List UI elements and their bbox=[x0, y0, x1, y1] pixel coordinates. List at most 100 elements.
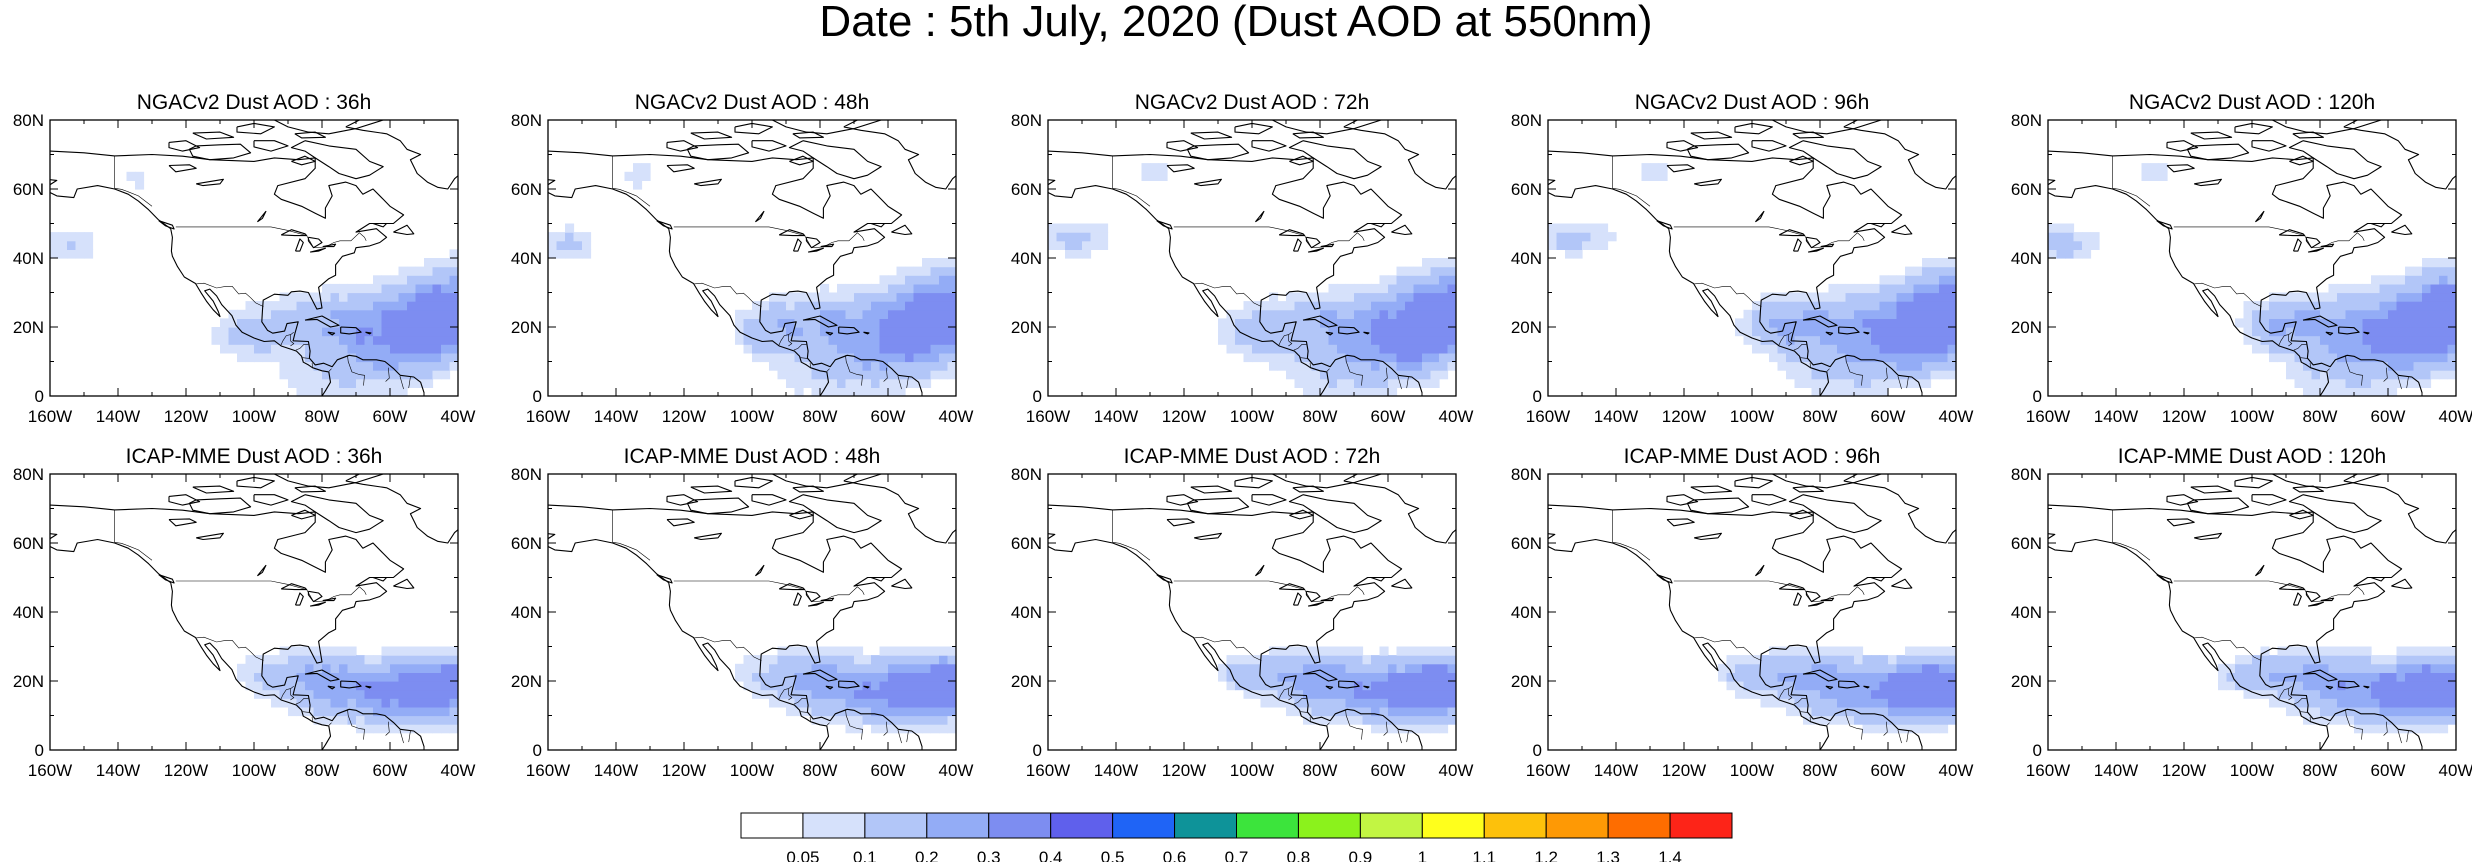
longitude-tick-label: 140W bbox=[1094, 407, 1138, 426]
colorbar-swatch bbox=[802, 812, 866, 839]
longitude-tick-label: 60W bbox=[871, 761, 906, 780]
latitude-tick-label: 40N bbox=[1011, 603, 1042, 622]
colorbar-label: 1.2 bbox=[1534, 848, 1558, 862]
longitude-tick-label: 140W bbox=[1094, 761, 1138, 780]
latitude-tick-label: 0 bbox=[2033, 387, 2042, 406]
colorbar-label: 0.5 bbox=[1101, 848, 1125, 862]
longitude-tick-label: 120W bbox=[662, 761, 706, 780]
colorbar-label: 0.4 bbox=[1039, 848, 1063, 862]
longitude-tick-label: 100W bbox=[232, 407, 276, 426]
longitude-tick-label: 80W bbox=[2303, 761, 2338, 780]
longitude-tick-label: 80W bbox=[1803, 407, 1838, 426]
latitude-tick-label: 20N bbox=[1511, 318, 1542, 337]
colorbar-label: 1.1 bbox=[1472, 848, 1496, 862]
longitude-tick-label: 140W bbox=[594, 761, 638, 780]
panel-title: NGACv2 Dust AOD : 48h bbox=[634, 91, 870, 114]
axis-ticks bbox=[1547, 473, 1957, 751]
longitude-tick-label: 160W bbox=[2026, 761, 2070, 780]
latitude-tick-label: 20N bbox=[511, 672, 542, 691]
panel-title: ICAP-MME Dust AOD : 36h bbox=[125, 445, 383, 468]
coastlines bbox=[1048, 474, 1456, 750]
latitude-tick-label: 80N bbox=[1011, 465, 1042, 484]
colorbar-swatch bbox=[1669, 812, 1733, 839]
longitude-tick-label: 40W bbox=[1939, 761, 1974, 780]
map-panel: 160W 140W 120W 100W 80W 60W 40W 0 20N 40N 60N 80N bbox=[1511, 465, 1974, 780]
longitude-tick-label: 100W bbox=[1730, 761, 1774, 780]
latitude-tick-label: 60N bbox=[511, 180, 542, 199]
panel-title: ICAP-MME Dust AOD : 120h bbox=[2117, 445, 2387, 468]
country-borders bbox=[612, 509, 909, 744]
latitude-tick-label: 60N bbox=[13, 180, 44, 199]
longitude-tick-label: 40W bbox=[1439, 407, 1474, 426]
longitude-tick-label: 80W bbox=[803, 407, 838, 426]
colorbar-swatch bbox=[926, 812, 990, 839]
coastlines bbox=[2048, 120, 2456, 396]
latitude-tick-label: 80N bbox=[13, 111, 44, 130]
coastlines bbox=[548, 474, 956, 750]
latitude-tick-label: 40N bbox=[13, 249, 44, 268]
longitude-tick-label: 60W bbox=[871, 407, 906, 426]
panel-title: ICAP-MME Dust AOD : 96h bbox=[1623, 445, 1881, 468]
colorbar-label: 0.1 bbox=[853, 848, 877, 862]
longitude-tick-label: 160W bbox=[28, 761, 72, 780]
longitude-tick-label: 100W bbox=[1230, 407, 1274, 426]
colorbar-swatch bbox=[864, 812, 928, 839]
axis-ticks bbox=[2047, 473, 2457, 751]
map-panel: 160W 140W 120W 100W 80W 60W 40W 0 20N 40N 60N 80N bbox=[1511, 111, 1974, 426]
colorbar-swatch bbox=[1297, 812, 1361, 839]
dust-aod-field bbox=[237, 646, 458, 734]
longitude-tick-label: 140W bbox=[1594, 761, 1638, 780]
dust-aod-field bbox=[1048, 163, 1456, 396]
longitude-tick-label: 140W bbox=[594, 407, 638, 426]
latitude-tick-label: 40N bbox=[2011, 249, 2042, 268]
latitude-tick-label: 80N bbox=[511, 465, 542, 484]
colorbar-label: 0.2 bbox=[915, 848, 939, 862]
longitude-tick-label: 160W bbox=[1026, 761, 1070, 780]
longitude-tick-label: 140W bbox=[96, 407, 140, 426]
latitude-tick-label: 0 bbox=[533, 387, 542, 406]
latitude-tick-label: 40N bbox=[511, 249, 542, 268]
latitude-tick-label: 60N bbox=[1511, 180, 1542, 199]
latitude-tick-label: 0 bbox=[1033, 741, 1042, 760]
colorbar-swatch bbox=[1050, 812, 1114, 839]
latitude-tick-label: 60N bbox=[2011, 534, 2042, 553]
colorbar-swatch bbox=[1421, 812, 1485, 839]
dust-aod-field bbox=[50, 171, 458, 396]
latitude-tick-label: 60N bbox=[1011, 534, 1042, 553]
latitude-tick-label: 20N bbox=[1011, 672, 1042, 691]
longitude-tick-label: 60W bbox=[2371, 761, 2406, 780]
colorbar-swatch bbox=[1174, 812, 1238, 839]
panel-title: NGACv2 Dust AOD : 120h bbox=[2128, 91, 2376, 114]
latitude-tick-label: 20N bbox=[1011, 318, 1042, 337]
longitude-tick-label: 40W bbox=[1439, 761, 1474, 780]
dust-aod-field bbox=[1718, 646, 1956, 734]
axis-ticks bbox=[49, 473, 459, 751]
map-panel: 160W 140W 120W 100W 80W 60W 40W 0 20N 40N 60N 80N bbox=[511, 465, 974, 780]
axis-ticks bbox=[547, 119, 957, 397]
coastlines bbox=[1548, 474, 1956, 750]
longitude-tick-label: 60W bbox=[373, 407, 408, 426]
longitude-tick-label: 60W bbox=[1871, 761, 1906, 780]
latitude-tick-label: 40N bbox=[13, 603, 44, 622]
panel-title: NGACv2 Dust AOD : 72h bbox=[1134, 91, 1370, 114]
panel-title: NGACv2 Dust AOD : 36h bbox=[136, 91, 372, 114]
country-borders bbox=[1612, 155, 1909, 390]
axis-ticks bbox=[1547, 119, 1957, 397]
country-borders bbox=[2112, 509, 2409, 744]
panel-title: ICAP-MME Dust AOD : 48h bbox=[623, 445, 881, 468]
map-panel: 160W 140W 120W 100W 80W 60W 40W 0 20N 40N 60N 80N bbox=[13, 465, 476, 780]
longitude-tick-label: 120W bbox=[164, 761, 208, 780]
latitude-tick-label: 60N bbox=[511, 534, 542, 553]
latitude-tick-label: 0 bbox=[1533, 741, 1542, 760]
longitude-tick-label: 40W bbox=[2439, 761, 2472, 780]
longitude-tick-label: 160W bbox=[1526, 407, 1570, 426]
colorbar-label: 1.4 bbox=[1658, 848, 1682, 862]
latitude-tick-label: 80N bbox=[1011, 111, 1042, 130]
longitude-tick-label: 60W bbox=[2371, 407, 2406, 426]
longitude-tick-label: 80W bbox=[2303, 407, 2338, 426]
country-borders bbox=[114, 509, 411, 744]
longitude-tick-label: 80W bbox=[305, 761, 340, 780]
latitude-tick-label: 0 bbox=[1033, 387, 1042, 406]
latitude-tick-label: 40N bbox=[1511, 249, 1542, 268]
